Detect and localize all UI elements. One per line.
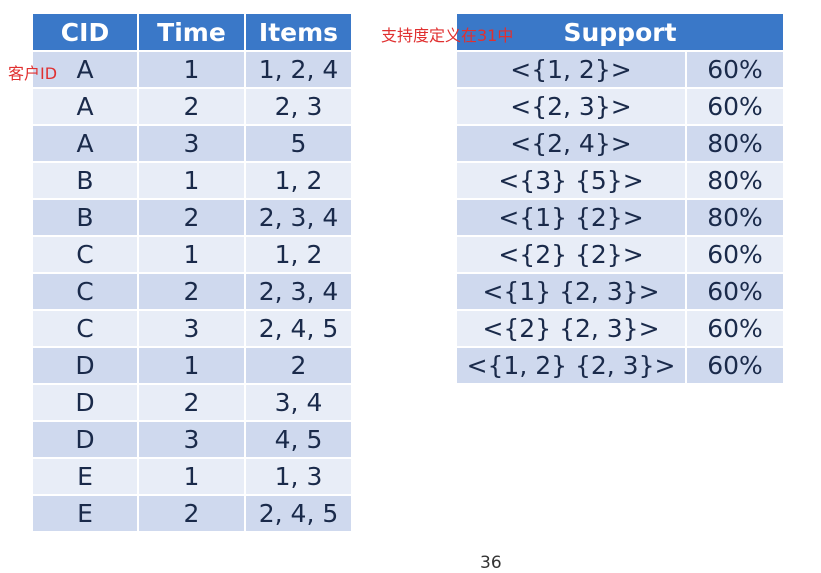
cell-time: 1 (137, 346, 246, 385)
cell-cid: C (31, 272, 139, 311)
cell-sequence: <{2, 3}> (455, 87, 687, 126)
cell-items: 2, 3, 4 (244, 198, 353, 237)
table-row: <{1, 2} {2, 3}> 60% (455, 346, 785, 385)
cell-items: 1, 2, 4 (244, 50, 353, 89)
cell-time: 2 (137, 272, 246, 311)
cell-time: 3 (137, 309, 246, 348)
header-items: Items (244, 12, 353, 52)
cell-items: 2, 3 (244, 87, 353, 126)
table-row: <{2} {2, 3}> 60% (455, 309, 785, 348)
table-row: C 1 1, 2 (31, 235, 353, 274)
table-row: <{2, 4}> 80% (455, 124, 785, 163)
cell-items: 3, 4 (244, 383, 353, 422)
cell-time: 2 (137, 383, 246, 422)
table-row: C 3 2, 4, 5 (31, 309, 353, 348)
cell-sequence: <{2, 4}> (455, 124, 687, 163)
table-header-row: CID Time Items (31, 12, 353, 52)
table-row: <{1, 2}> 60% (455, 50, 785, 89)
cell-sequence: <{3} {5}> (455, 161, 687, 200)
cell-items: 2, 4, 5 (244, 309, 353, 348)
cell-support: 60% (685, 346, 785, 385)
cell-time: 1 (137, 235, 246, 274)
cell-time: 2 (137, 198, 246, 237)
cell-items: 1, 2 (244, 161, 353, 200)
support-table: Support <{1, 2}> 60% <{2, 3}> 60% <{2, 4}> 80… (455, 12, 785, 385)
table-row: A 1 1, 2, 4 (31, 50, 353, 89)
cell-sequence: <{1} {2}> (455, 198, 687, 237)
table-row: A 2 2, 3 (31, 87, 353, 126)
cell-cid: A (31, 50, 139, 89)
cell-cid: D (31, 420, 139, 459)
cell-items: 1, 3 (244, 457, 353, 496)
cell-support: 60% (685, 309, 785, 348)
cell-support: 80% (685, 124, 785, 163)
cell-sequence: <{1} {2, 3}> (455, 272, 687, 311)
cell-items: 4, 5 (244, 420, 353, 459)
cell-items: 1, 2 (244, 235, 353, 274)
cell-cid: E (31, 457, 139, 496)
cell-time: 1 (137, 50, 246, 89)
cell-sequence: <{1, 2} {2, 3}> (455, 346, 687, 385)
table-row: D 3 4, 5 (31, 420, 353, 459)
header-cid: CID (31, 12, 139, 52)
cell-time: 3 (137, 124, 246, 163)
cell-cid: C (31, 309, 139, 348)
cell-time: 3 (137, 420, 246, 459)
table-header-row: Support (455, 12, 785, 52)
table-row: B 1 1, 2 (31, 161, 353, 200)
cell-time: 1 (137, 161, 246, 200)
cell-items: 2, 4, 5 (244, 494, 353, 533)
table-row: <{3} {5}> 80% (455, 161, 785, 200)
table-row: <{2, 3}> 60% (455, 87, 785, 126)
cell-support: 80% (685, 161, 785, 200)
cell-time: 2 (137, 494, 246, 533)
table-row: <{2} {2}> 60% (455, 235, 785, 274)
cell-items: 2, 3, 4 (244, 272, 353, 311)
cell-cid: D (31, 383, 139, 422)
cell-cid: A (31, 87, 139, 126)
cell-cid: B (31, 198, 139, 237)
cell-sequence: <{2} {2}> (455, 235, 687, 274)
cell-sequence: <{1, 2}> (455, 50, 687, 89)
table-row: D 2 3, 4 (31, 383, 353, 422)
header-support: Support (455, 12, 785, 52)
cell-cid: E (31, 494, 139, 533)
cell-support: 60% (685, 235, 785, 274)
annotation-customer-id: 客户ID (8, 64, 58, 83)
cell-time: 2 (137, 87, 246, 126)
cell-items: 5 (244, 124, 353, 163)
cell-support: 60% (685, 87, 785, 126)
cell-sequence: <{2} {2, 3}> (455, 309, 687, 348)
cell-support: 60% (685, 50, 785, 89)
cell-support: 60% (685, 272, 785, 311)
table-row: <{1} {2, 3}> 60% (455, 272, 785, 311)
table-row: <{1} {2}> 80% (455, 198, 785, 237)
table-row: E 2 2, 4, 5 (31, 494, 353, 533)
page-number: 36 (480, 553, 502, 573)
header-time: Time (137, 12, 246, 52)
cell-cid: A (31, 124, 139, 163)
table-row: C 2 2, 3, 4 (31, 272, 353, 311)
cell-cid: B (31, 161, 139, 200)
table-row: E 1 1, 3 (31, 457, 353, 496)
cell-cid: D (31, 346, 139, 385)
table-row: B 2 2, 3, 4 (31, 198, 353, 237)
cell-time: 1 (137, 457, 246, 496)
cell-items: 2 (244, 346, 353, 385)
cell-cid: C (31, 235, 139, 274)
cell-support: 80% (685, 198, 785, 237)
annotation-support-definition: 支持度定义在31中 (381, 26, 514, 45)
